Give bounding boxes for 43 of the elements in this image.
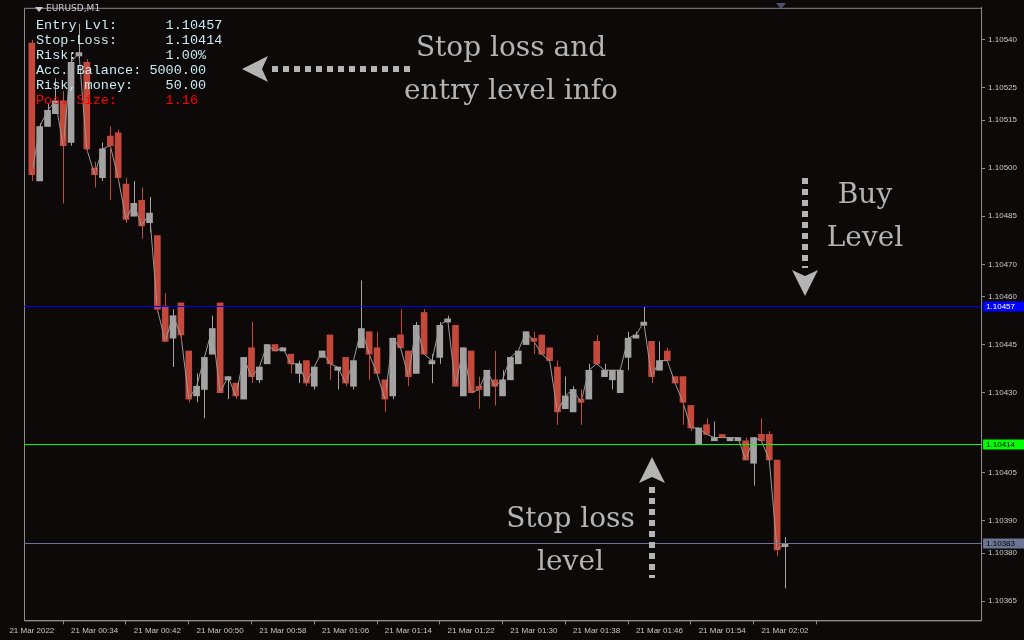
ref-line-label: 1.10414 — [986, 439, 1016, 449]
annotation: Buy Level — [825, 176, 905, 255]
annotation: Stop loss level — [505, 500, 636, 579]
y-tick-label: 1.10525 — [988, 83, 1018, 93]
x-tick-label: 21 Mar 01:06 — [322, 626, 370, 636]
candlestick — [695, 427, 702, 445]
y-tick-label: 1.10470 — [988, 259, 1018, 269]
candlestick — [734, 437, 742, 442]
annotation: Entry Lvl: 1.10457 — [36, 18, 223, 33]
x-tick-label: 21 Mar 00:42 — [133, 626, 182, 636]
x-tick-label: 21 Mar 01:14 — [384, 626, 433, 636]
x-tick-label: 21 Mar 01:46 — [635, 626, 684, 636]
y-tick-label: 1.10445 — [988, 339, 1018, 349]
y-tick-label: 1.10515 — [988, 115, 1018, 125]
annotation: Stop loss and entry level info — [403, 29, 619, 108]
candlestick — [318, 350, 326, 358]
annotation: Risk: 1.00% — [36, 48, 207, 63]
ref-line-label: 1.10457 — [986, 301, 1016, 311]
x-tick-label: 21 Mar 02:02 — [761, 626, 810, 636]
y-tick-label: 1.10430 — [988, 387, 1018, 397]
x-tick-label: 21 Mar 01:38 — [573, 626, 621, 636]
chart-title: EURUSD,M1 — [46, 3, 101, 13]
candlestick — [483, 369, 491, 397]
x-tick-label: 21 Mar 01:30 — [510, 626, 559, 636]
x-tick-label: 21 Mar 00:58 — [259, 626, 307, 636]
x-tick-label: 21 Mar 00:50 — [196, 626, 245, 636]
y-tick-label: 1.10365 — [988, 596, 1018, 606]
candlestick — [263, 344, 271, 365]
x-tick-label: 21 Mar 01:22 — [447, 626, 496, 636]
candlestick — [726, 437, 734, 442]
y-tick-label: 1.10540 — [988, 35, 1018, 45]
x-tick-label: 21 Mar 2022 — [9, 626, 55, 636]
y-tick-label: 1.10485 — [988, 211, 1018, 221]
y-tick-label: 1.10390 — [988, 516, 1018, 526]
y-tick-label: 1.10460 — [988, 291, 1018, 301]
ref-line-label: 1.10383 — [986, 538, 1016, 548]
candlestick — [459, 347, 467, 397]
y-tick-label: 1.10500 — [988, 163, 1018, 173]
candlestick — [279, 347, 287, 352]
y-tick-label: 1.10405 — [988, 468, 1018, 478]
x-tick-label: 21 Mar 01:54 — [698, 626, 747, 636]
x-tick-label: 21 Mar 00:34 — [71, 626, 119, 636]
y-tick-label: 1.10380 — [988, 548, 1018, 558]
